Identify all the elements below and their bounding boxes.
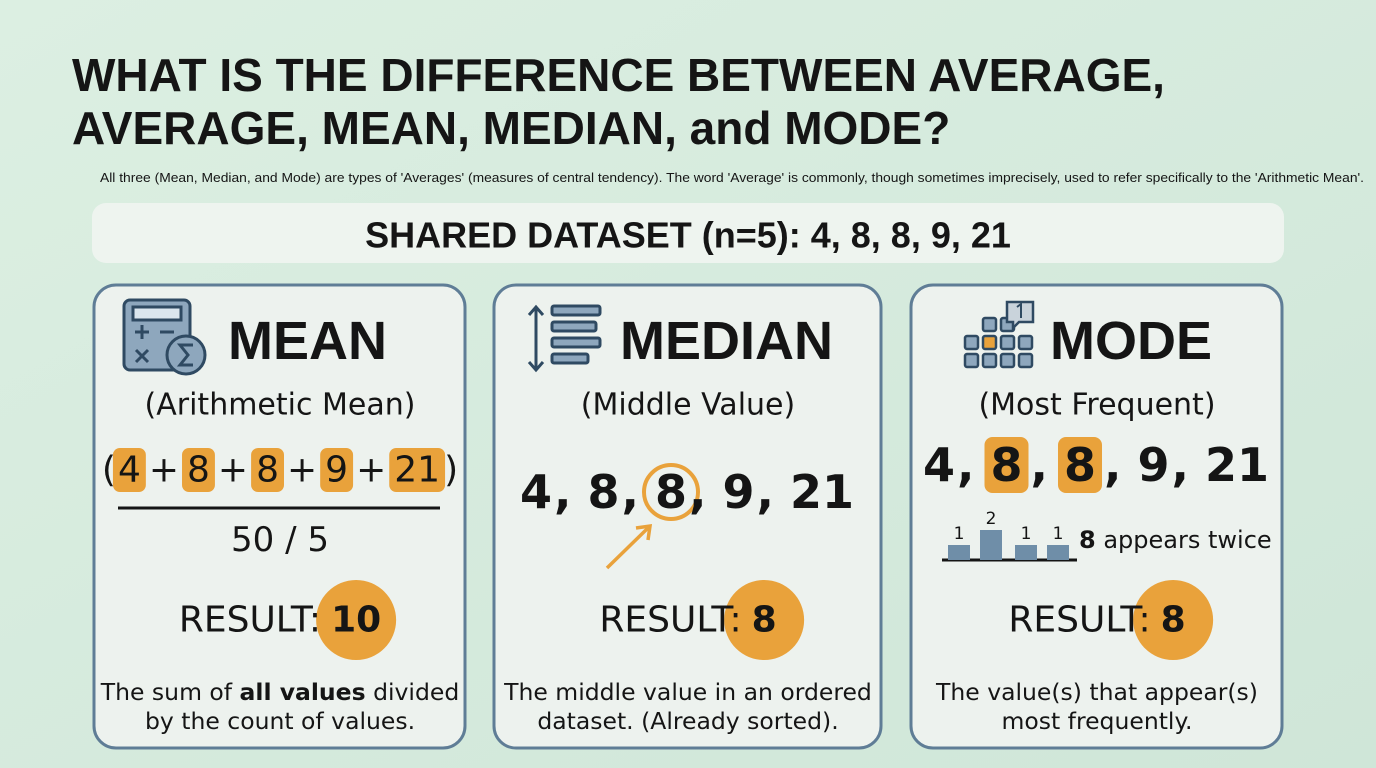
- description: The sum of all values divided: [100, 678, 460, 706]
- mode-highlight: [984, 437, 1029, 493]
- description-part: The sum of: [100, 678, 240, 706]
- operator: +: [287, 450, 317, 491]
- separator: ,: [554, 465, 571, 519]
- frequency-bar: [948, 545, 970, 560]
- frequency-bar: [1047, 545, 1069, 560]
- frequency-grid-icon: [963, 300, 1035, 369]
- separator: ,: [689, 465, 706, 519]
- result-circle: [724, 580, 805, 660]
- sequence-value: 21: [790, 465, 854, 519]
- card-title: MEAN: [228, 311, 387, 371]
- term-highlight: [389, 448, 446, 492]
- operator: +: [356, 450, 386, 491]
- formula-term: 21: [394, 450, 440, 491]
- sequence-value: 4: [520, 465, 552, 519]
- operator: +: [149, 450, 179, 491]
- denominator: 50 / 5: [231, 520, 329, 560]
- sequence-value: 9: [722, 465, 754, 519]
- card-subtitle: (Most Frequent): [978, 388, 1215, 423]
- note-part: 8: [1079, 526, 1096, 554]
- description-part: The value(s) that appear(s): [935, 678, 1258, 706]
- result-circle: [1133, 580, 1214, 660]
- frequency-label: 1: [1021, 524, 1032, 544]
- description-part: divided: [366, 678, 460, 706]
- note-part: appears twice: [1096, 526, 1272, 554]
- separator: ,: [1104, 438, 1121, 492]
- sequence-value: 8: [655, 465, 687, 519]
- result-value: 8: [752, 600, 777, 641]
- token-row: RESULT: 10: [179, 580, 397, 660]
- card-subtitle: (Arithmetic Mean): [145, 388, 416, 423]
- separator: ,: [1172, 438, 1189, 492]
- median-arrow: [605, 523, 653, 570]
- separator: ,: [622, 465, 639, 519]
- card-title: MEDIAN: [620, 311, 833, 371]
- frequency-bar: [980, 530, 1002, 560]
- description: most frequently.: [1001, 707, 1192, 735]
- result-value: 10: [331, 600, 381, 641]
- description-part: dataset. (Already sorted).: [537, 707, 838, 735]
- formula-term: 8: [187, 450, 210, 491]
- dataset: SHARED DATASET (n=5): 4, 8, 8, 9, 21: [365, 215, 1011, 256]
- description: The middle value in an ordered: [503, 678, 872, 706]
- token-row: RESULT: 8: [599, 580, 805, 660]
- result-label: RESULT:: [179, 600, 321, 641]
- sequence-value: 9: [1137, 438, 1169, 492]
- frequency-label: 1: [1053, 524, 1064, 544]
- result-label: RESULT:: [1008, 600, 1150, 641]
- token-row: 4, 8, 8, 9, 21: [520, 463, 854, 521]
- frequency-note: 8 appears twice: [1079, 526, 1272, 554]
- formula-term: 9: [325, 450, 348, 491]
- card-subtitle: (Middle Value): [581, 388, 795, 423]
- formula-term: 8: [256, 450, 279, 491]
- separator: ,: [1031, 438, 1048, 492]
- separator: ,: [957, 438, 974, 492]
- token-row: RESULT: 8: [1008, 580, 1214, 660]
- separator: ,: [757, 465, 774, 519]
- term-highlight: [251, 448, 284, 492]
- frequency-bar: [1015, 545, 1037, 560]
- dataset-banner: [92, 203, 1284, 263]
- operator: +: [218, 450, 248, 491]
- card-title: MODE: [1050, 311, 1212, 371]
- description: by the count of values.: [145, 707, 415, 735]
- title: AVERAGE, MEAN, MEDIAN, and MODE?: [72, 102, 950, 154]
- sorted-list-icon: [527, 304, 602, 373]
- sequence-value: 21: [1205, 438, 1269, 492]
- sequence-value: 4: [923, 438, 955, 492]
- term-highlight: [320, 448, 354, 492]
- description-part: by the count of values.: [145, 707, 415, 735]
- subtitle: All three (Mean, Median, and Mode) are t…: [100, 171, 1364, 185]
- term-highlight: [182, 448, 215, 492]
- title: WHAT IS THE DIFFERENCE BETWEEN AVERAGE,: [72, 49, 1165, 101]
- frequency-label: 1: [954, 524, 965, 544]
- description: dataset. (Already sorted).: [537, 707, 838, 735]
- calculator-icon: [122, 298, 207, 376]
- paren: (: [102, 450, 116, 491]
- formula-term: 4: [118, 450, 141, 491]
- frequency-label: 2: [986, 509, 997, 529]
- term-highlight: [112, 448, 146, 492]
- result-value: 8: [1161, 600, 1186, 641]
- mode-highlight: [1057, 437, 1103, 493]
- sequence-value: 8: [990, 438, 1022, 492]
- sequence-value: 8: [587, 465, 619, 519]
- description: The value(s) that appear(s): [935, 678, 1258, 706]
- description-part: The middle value in an ordered: [503, 678, 872, 706]
- median-highlight: [642, 463, 700, 521]
- sequence-value: 8: [1064, 438, 1096, 492]
- token-row: 4, 8, 8, 9, 21: [923, 437, 1269, 493]
- result-label: RESULT:: [599, 600, 741, 641]
- result-circle: [316, 580, 397, 660]
- description-part: all values: [240, 678, 366, 706]
- paren: ): [444, 450, 458, 491]
- token-row: (4 +8 +8 +9 +21): [102, 448, 458, 492]
- description-part: most frequently.: [1001, 707, 1192, 735]
